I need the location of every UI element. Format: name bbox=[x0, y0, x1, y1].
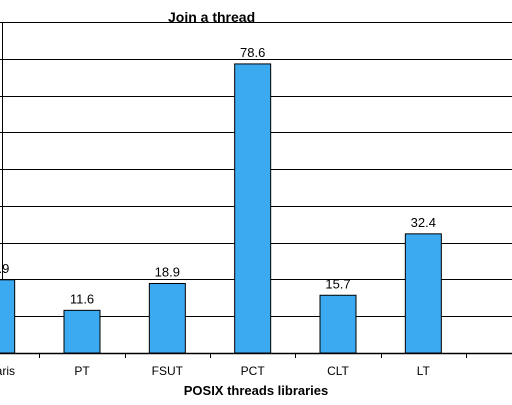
data-label: 15.7 bbox=[325, 276, 350, 291]
data-label: 11.6 bbox=[70, 291, 94, 306]
bar bbox=[63, 309, 101, 354]
x-tick-label: PCT bbox=[241, 364, 266, 378]
data-label: 18.9 bbox=[155, 264, 180, 279]
bar bbox=[148, 282, 186, 354]
chart-title: Join a thread bbox=[168, 9, 256, 25]
data-label: 78.6 bbox=[240, 45, 265, 60]
bar bbox=[404, 233, 442, 354]
x-tick-label: CLT bbox=[327, 364, 349, 378]
x-axis-label: POSIX threads libraries bbox=[183, 383, 329, 398]
bar bbox=[0, 279, 16, 354]
x-tick-label: PT bbox=[74, 364, 90, 378]
data-label: 32.4 bbox=[411, 215, 436, 230]
data-label: 19.9 bbox=[0, 261, 9, 276]
x-tick-label: LT bbox=[417, 364, 431, 378]
bar bbox=[234, 63, 272, 354]
x-tick-label: FSUT bbox=[152, 364, 184, 378]
bar bbox=[319, 294, 357, 354]
x-tick-label: Solaris bbox=[0, 364, 15, 378]
